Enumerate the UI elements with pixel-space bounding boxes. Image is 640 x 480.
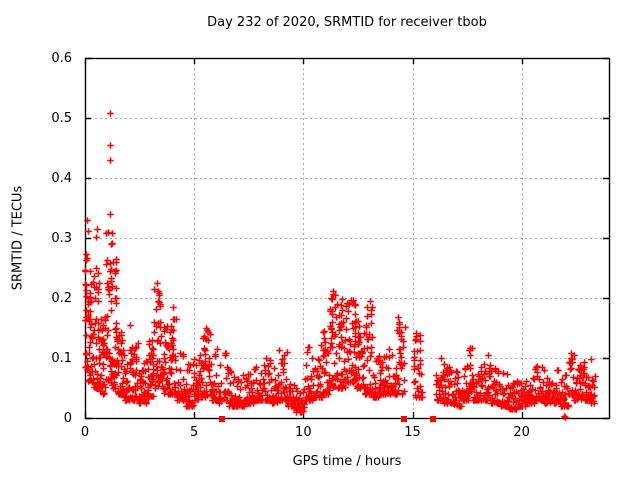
x-tick-label: 20 xyxy=(513,425,530,440)
y-tick-label: 0 xyxy=(63,411,72,426)
x-tick-label: 0 xyxy=(80,425,90,440)
x-tick-label: 5 xyxy=(190,425,199,440)
y-tick-label: 0.3 xyxy=(51,231,72,246)
y-tick-label: 0.2 xyxy=(51,291,72,306)
chart-title: Day 232 of 2020, SRMTID for receiver tbo… xyxy=(207,15,487,30)
y-tick-label: 0.4 xyxy=(51,171,72,186)
y-tick-label: 0.5 xyxy=(51,111,72,126)
x-axis-label: GPS time / hours xyxy=(292,454,402,469)
y-tick-label: 0.1 xyxy=(51,351,72,366)
y-tick-label: 0.6 xyxy=(51,51,72,66)
x-tick-label: 10 xyxy=(295,425,312,440)
x-tick-label: 15 xyxy=(404,425,421,440)
